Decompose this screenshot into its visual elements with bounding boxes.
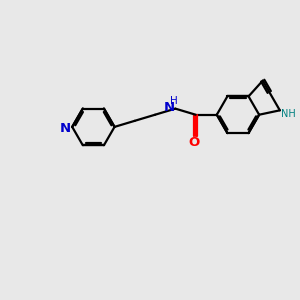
Text: O: O <box>188 136 200 149</box>
Text: NH: NH <box>280 109 296 119</box>
Text: N: N <box>60 122 71 135</box>
Text: H: H <box>170 96 178 106</box>
Text: N: N <box>163 101 175 114</box>
